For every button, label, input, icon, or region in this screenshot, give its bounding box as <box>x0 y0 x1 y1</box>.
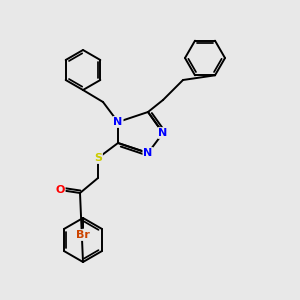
Text: O: O <box>55 185 65 195</box>
Text: Br: Br <box>76 230 90 240</box>
Text: N: N <box>143 148 153 158</box>
Text: S: S <box>94 153 102 163</box>
Text: N: N <box>113 117 123 127</box>
Text: N: N <box>158 128 168 138</box>
